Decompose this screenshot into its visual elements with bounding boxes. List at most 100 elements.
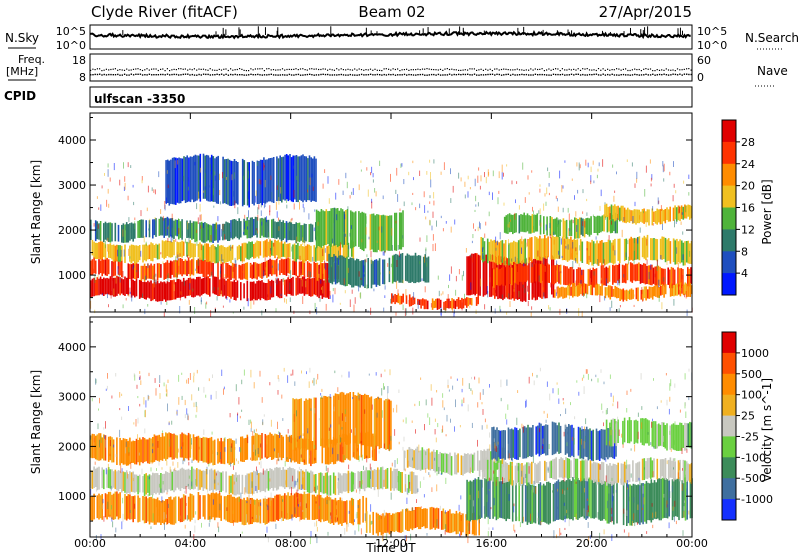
nave-dot (555, 73, 557, 76)
heatmap-noise (338, 179, 340, 185)
heatmap-noise (633, 258, 635, 264)
heatmap-cell (385, 469, 387, 489)
heatmap-cell (241, 263, 244, 280)
heatmap-noise (320, 393, 322, 396)
heatmap-cell (462, 455, 464, 476)
heatmap-cell (335, 208, 337, 246)
heatmap-cell (212, 492, 214, 518)
heatmap-cell (285, 257, 288, 276)
heatmap-cell (186, 155, 188, 203)
heatmap-cell (582, 429, 585, 460)
heatmap-cell (156, 263, 159, 281)
heatmap-cell (559, 264, 562, 285)
nave-dot (128, 74, 130, 76)
heatmap-cell (308, 276, 311, 296)
heatmap-noise (672, 506, 674, 511)
nave-dot (532, 74, 534, 76)
heatmap-noise (369, 463, 371, 470)
freq-dot (259, 68, 261, 70)
heatmap-cell (199, 222, 201, 241)
nave-dot (259, 74, 261, 76)
heatmap-noise (252, 431, 254, 437)
heatmap-noise (460, 531, 462, 537)
freq-dot (329, 68, 331, 70)
heatmap-noise (392, 293, 394, 299)
heatmap-noise (102, 504, 104, 510)
heatmap-noise (132, 477, 134, 482)
heatmap-noise (266, 221, 268, 227)
heatmap-cell (129, 494, 131, 520)
heatmap-cell (400, 253, 402, 283)
heatmap-cell (537, 425, 539, 454)
heatmap-noise (678, 286, 680, 290)
heatmap-cell (290, 222, 293, 241)
heatmap-cell (515, 213, 517, 233)
heatmap-noise (348, 464, 350, 470)
heatmap-noise (567, 244, 569, 250)
heatmap-noise (370, 521, 372, 525)
heatmap-cell (264, 434, 267, 458)
heatmap-cell (91, 259, 94, 276)
heatmap-noise (109, 453, 111, 457)
heatmap-noise (332, 447, 334, 455)
heatmap-noise (427, 210, 429, 213)
heatmap-noise (557, 223, 558, 227)
heatmap-cell (204, 222, 206, 243)
freq-dot (288, 68, 290, 70)
heatmap-noise (452, 308, 454, 313)
heatmap-cell (205, 277, 208, 295)
heatmap-cell (104, 435, 107, 461)
heatmap-noise (246, 218, 248, 221)
freq-dot (99, 68, 101, 70)
heatmap-cell (626, 482, 628, 526)
heatmap-cell (271, 219, 273, 238)
heatmap-cell (311, 224, 314, 242)
heatmap-noise (645, 165, 647, 173)
heatmap-cell (661, 459, 663, 477)
heatmap-noise (533, 226, 535, 230)
heatmap-cell (318, 246, 320, 261)
heatmap-cell (266, 159, 268, 203)
heatmap-cell (472, 479, 475, 521)
heatmap-cell (228, 264, 231, 282)
heatmap-cell (235, 472, 237, 496)
freq-dot (674, 70, 676, 72)
heatmap-noise (632, 520, 634, 526)
nsky-panel (89, 24, 693, 50)
heatmap-noise (200, 214, 202, 221)
heatmap-cell (264, 217, 267, 238)
heatmap-cell (238, 474, 240, 495)
heatmap-cell (300, 225, 302, 241)
heatmap-noise (230, 168, 232, 171)
heatmap-cell (173, 260, 175, 278)
heatmap-noise (356, 448, 358, 452)
nave-dot (331, 74, 333, 76)
heatmap-noise (99, 397, 100, 404)
heatmap-noise (506, 379, 508, 386)
freq-dot (683, 68, 685, 70)
heatmap-cell (99, 221, 102, 241)
heatmap-noise (371, 166, 373, 174)
heatmap-cell (231, 496, 234, 524)
heatmap-cell (178, 157, 180, 204)
heatmap-cell (334, 243, 337, 261)
heatmap-noise (450, 198, 452, 203)
heatmap-cell (300, 469, 302, 490)
nave-dot (453, 73, 455, 76)
heatmap-noise (581, 439, 582, 445)
heatmap-cell (217, 261, 219, 278)
heatmap-noise (497, 197, 499, 205)
heatmap-noise (261, 221, 263, 226)
heatmap-cell (671, 460, 673, 478)
heatmap-cell (121, 260, 123, 278)
heatmap-noise (657, 197, 659, 205)
heatmap-cell (532, 425, 534, 457)
freq-dot (561, 68, 563, 70)
heatmap-cell (349, 257, 352, 286)
heatmap-noise (571, 253, 573, 258)
heatmap-cell (546, 263, 549, 283)
heatmap-noise (522, 284, 524, 288)
heatmap-noise (411, 420, 413, 423)
heatmap-cell (132, 496, 134, 523)
heatmap-cell (495, 476, 498, 521)
